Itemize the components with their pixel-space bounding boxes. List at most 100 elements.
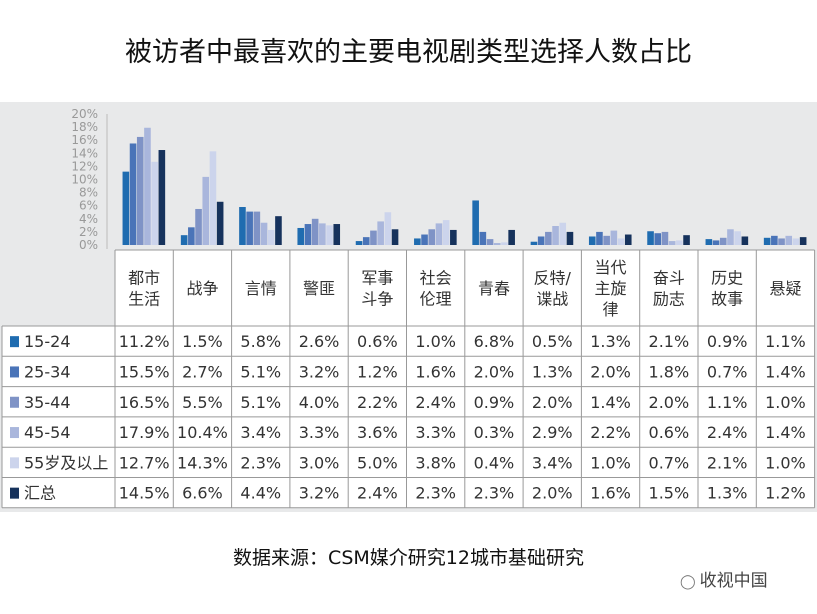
bar-2-5 — [428, 229, 436, 245]
chart-svg: 0%2%4%6%8%10%12%14%16%18%20% 都市生活 战争 言情 警匪 军事… — [1, 107, 816, 509]
data-label: 3.3% — [299, 423, 340, 442]
data-label: 3.8% — [415, 453, 456, 472]
bar-4-9 — [676, 240, 683, 245]
bar-3-0 — [144, 127, 151, 245]
data-label: 16.5% — [119, 393, 170, 412]
data-label: 5.1% — [240, 362, 281, 381]
bar-5-8 — [624, 234, 632, 245]
chart-title: 被访者中最喜欢的主要电视剧类型选择人数占比 — [125, 37, 692, 68]
data-label: 2.0% — [649, 393, 690, 412]
bar-2-8 — [603, 235, 610, 245]
bar-2-1 — [195, 208, 202, 245]
data-label: 3.4% — [532, 453, 573, 472]
category-label: 警匪 — [303, 279, 335, 298]
y-tick-label: 10% — [71, 173, 98, 187]
legend-swatch — [10, 457, 19, 469]
data-label: 2.3% — [240, 453, 281, 472]
data-label: 2.4% — [707, 423, 748, 442]
bar-0-2 — [239, 207, 246, 245]
y-tick-label: 14% — [71, 146, 98, 160]
y-tick-label: 4% — [79, 212, 98, 226]
bar-0-9 — [647, 231, 654, 245]
data-label: 0.9% — [474, 393, 515, 412]
y-tick-label: 20% — [71, 107, 98, 121]
legend-swatch — [10, 396, 19, 408]
bar-1-5 — [421, 234, 428, 245]
wechat-icon: ◯ — [680, 574, 696, 590]
bar-3-7 — [552, 226, 559, 245]
data-label: 2.3% — [415, 484, 456, 503]
data-label: 2.3% — [474, 484, 515, 503]
bar-4-1 — [209, 151, 217, 245]
legend-label: 35-44 — [24, 393, 71, 412]
bar-0-1 — [180, 235, 188, 245]
bar-5-11 — [799, 237, 807, 245]
data-label: 2.1% — [707, 453, 748, 472]
bar-2-9 — [661, 231, 669, 245]
bar-1-9 — [654, 233, 662, 245]
bar-3-9 — [668, 241, 676, 245]
data-label: 1.3% — [532, 362, 573, 381]
data-label: 3.2% — [299, 362, 340, 381]
data-label: 12.7% — [119, 453, 170, 472]
bar-4-0 — [151, 161, 158, 245]
legend-swatch — [10, 336, 19, 348]
data-label: 2.6% — [299, 332, 340, 351]
data-label: 1.1% — [765, 332, 806, 351]
data-label: 1.5% — [649, 484, 690, 503]
data-label: 1.2% — [765, 484, 806, 503]
data-label: 3.2% — [299, 484, 340, 503]
category-label: 战争 — [186, 279, 218, 298]
data-label: 1.6% — [590, 484, 631, 503]
category-label: 奋斗励志 — [653, 269, 685, 309]
bar-2-0 — [136, 136, 144, 245]
data-label: 1.0% — [765, 393, 806, 412]
data-label: 3.6% — [357, 423, 398, 442]
data-label: 0.9% — [707, 332, 748, 351]
bar-4-5 — [442, 220, 450, 245]
bar-0-7 — [530, 241, 538, 245]
bar-3-4 — [377, 221, 384, 245]
category-label: 言情 — [245, 279, 277, 298]
bar-1-6 — [479, 231, 487, 245]
bar-0-5 — [414, 238, 421, 245]
category-label: 历史故事 — [711, 269, 743, 309]
category-label: 社会伦理 — [420, 269, 452, 309]
data-label: 1.2% — [357, 362, 398, 381]
data-label: 3.3% — [415, 423, 456, 442]
data-label: 1.0% — [590, 453, 631, 472]
data-label: 0.7% — [649, 453, 690, 472]
data-label: 1.4% — [765, 423, 806, 442]
data-label: 1.0% — [765, 453, 806, 472]
data-label: 0.6% — [357, 332, 398, 351]
bar-0-6 — [472, 200, 479, 245]
data-label: 5.1% — [240, 393, 281, 412]
data-label: 3.4% — [240, 423, 281, 442]
data-label: 2.7% — [182, 362, 223, 381]
bar-2-7 — [545, 231, 552, 245]
data-label: 1.6% — [415, 362, 456, 381]
y-tick-label: 6% — [79, 199, 98, 213]
data-label: 5.5% — [182, 393, 223, 412]
data-label: 1.3% — [590, 332, 631, 351]
data-label: 15.5% — [119, 362, 170, 381]
data-label: 3.0% — [299, 453, 340, 472]
data-label: 14.5% — [119, 484, 170, 503]
bar-2-11 — [778, 238, 785, 245]
bar-2-2 — [253, 211, 261, 245]
data-label: 1.8% — [649, 362, 690, 381]
bar-3-6 — [493, 243, 501, 245]
bar-0-11 — [763, 237, 771, 245]
bar-0-4 — [355, 241, 363, 245]
bar-5-5 — [450, 229, 457, 245]
bar-1-11 — [771, 235, 778, 245]
legend-label: 25-34 — [24, 362, 71, 381]
bar-5-6 — [508, 229, 515, 245]
bar-3-5 — [435, 223, 443, 245]
bar-4-7 — [559, 222, 567, 245]
bar-1-10 — [712, 240, 720, 245]
bar-1-1 — [188, 227, 195, 245]
bar-3-11 — [785, 235, 793, 245]
bar-5-10 — [741, 236, 749, 245]
bar-5-1 — [216, 201, 224, 245]
